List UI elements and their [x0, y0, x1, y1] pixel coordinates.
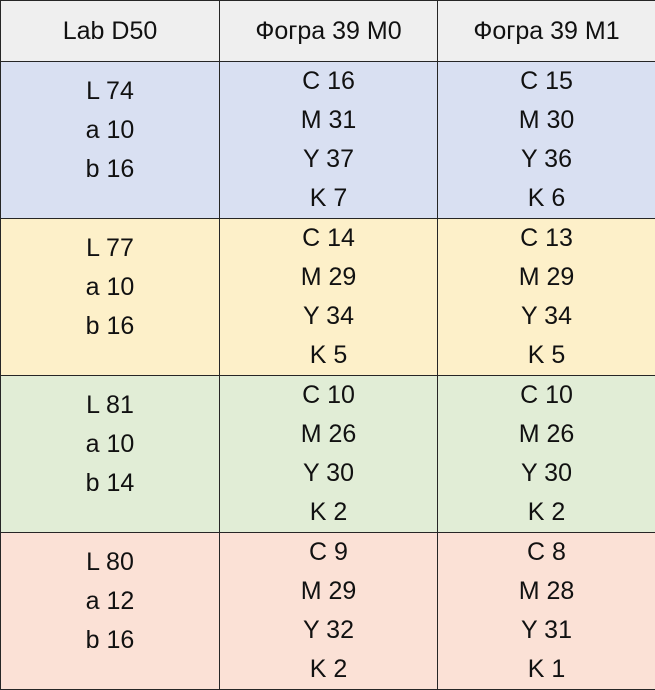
m1-cmyk-cell: C 13 M 29 Y 34 K 5 — [438, 219, 655, 376]
black-value: K 2 — [438, 493, 655, 532]
m0-cmyk-cell: C 14 M 29 Y 34 K 5 — [220, 219, 438, 376]
lab-b-value: b 16 — [1, 150, 219, 189]
lab-a-value: a 12 — [1, 582, 219, 621]
black-value: K 7 — [220, 179, 437, 218]
cyan-value: C 15 — [438, 62, 655, 101]
lab-l-value: L 80 — [1, 543, 219, 582]
header-fogra39-m1: Фогра 39 M1 — [438, 1, 655, 62]
cyan-value: C 8 — [438, 533, 655, 572]
magenta-value: M 30 — [438, 101, 655, 140]
yellow-value: Y 37 — [220, 140, 437, 179]
lab-b-value: b 16 — [1, 307, 219, 346]
lab-a-value: a 10 — [1, 268, 219, 307]
black-value: K 1 — [438, 650, 655, 689]
m1-cmyk-cell: C 15 M 30 Y 36 K 6 — [438, 62, 655, 219]
lab-value-cell: L 80 a 12 b 16 — [1, 533, 220, 690]
table-row: L 77 a 10 b 16 C 14 M 29 Y 34 K 5 C 13 M… — [1, 219, 655, 376]
yellow-value: Y 34 — [220, 297, 437, 336]
m0-cmyk-cell: C 9 M 29 Y 32 K 2 — [220, 533, 438, 690]
header-row: Lab D50 Фогра 39 M0 Фогра 39 M1 — [1, 1, 655, 62]
m0-cmyk-cell: C 10 M 26 Y 30 K 2 — [220, 376, 438, 533]
magenta-value: M 28 — [438, 572, 655, 611]
magenta-value: M 31 — [220, 101, 437, 140]
black-value: K 2 — [220, 650, 437, 689]
table-row: L 74 a 10 b 16 C 16 M 31 Y 37 K 7 C 15 M… — [1, 62, 655, 219]
lab-value-cell: L 77 a 10 b 16 — [1, 219, 220, 376]
magenta-value: M 26 — [220, 415, 437, 454]
magenta-value: M 29 — [220, 258, 437, 297]
lab-l-value: L 77 — [1, 229, 219, 268]
table-row: L 81 a 10 b 14 C 10 M 26 Y 30 K 2 C 10 M… — [1, 376, 655, 533]
cyan-value: C 10 — [220, 376, 437, 415]
lab-b-value: b 16 — [1, 621, 219, 660]
lab-b-value: b 14 — [1, 464, 219, 503]
header-fogra39-m0: Фогра 39 M0 — [220, 1, 438, 62]
lab-l-value: L 74 — [1, 72, 219, 111]
cyan-value: C 9 — [220, 533, 437, 572]
magenta-value: M 29 — [220, 572, 437, 611]
cyan-value: C 14 — [220, 219, 437, 258]
cyan-value: C 13 — [438, 219, 655, 258]
yellow-value: Y 30 — [438, 454, 655, 493]
yellow-value: Y 32 — [220, 611, 437, 650]
table-row: L 80 a 12 b 16 C 9 M 29 Y 32 K 2 C 8 M 2… — [1, 533, 655, 690]
lab-a-value: a 10 — [1, 111, 219, 150]
m0-cmyk-cell: C 16 M 31 Y 37 K 7 — [220, 62, 438, 219]
lab-a-value: a 10 — [1, 425, 219, 464]
lab-value-cell: L 74 a 10 b 16 — [1, 62, 220, 219]
yellow-value: Y 34 — [438, 297, 655, 336]
yellow-value: Y 30 — [220, 454, 437, 493]
black-value: K 5 — [220, 336, 437, 375]
black-value: K 2 — [220, 493, 437, 532]
m1-cmyk-cell: C 8 M 28 Y 31 K 1 — [438, 533, 655, 690]
m1-cmyk-cell: C 10 M 26 Y 30 K 2 — [438, 376, 655, 533]
black-value: K 6 — [438, 179, 655, 218]
lab-l-value: L 81 — [1, 386, 219, 425]
lab-value-cell: L 81 a 10 b 14 — [1, 376, 220, 533]
header-lab-d50: Lab D50 — [1, 1, 220, 62]
yellow-value: Y 36 — [438, 140, 655, 179]
yellow-value: Y 31 — [438, 611, 655, 650]
black-value: K 5 — [438, 336, 655, 375]
cyan-value: C 16 — [220, 62, 437, 101]
magenta-value: M 29 — [438, 258, 655, 297]
cyan-value: C 10 — [438, 376, 655, 415]
magenta-value: M 26 — [438, 415, 655, 454]
